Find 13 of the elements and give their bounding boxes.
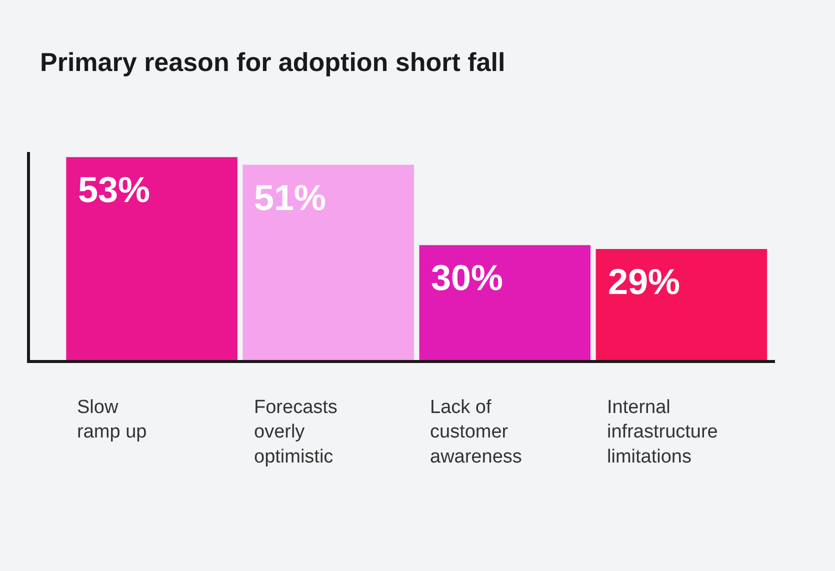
data-label: 53% — [78, 169, 150, 210]
chart-title: Primary reason for adoption short fall — [40, 47, 506, 78]
bar — [596, 248, 768, 360]
x-tick-label: Internal infrastructure limitations — [607, 397, 718, 468]
bar — [66, 157, 238, 360]
bar — [419, 245, 591, 360]
bar — [242, 164, 414, 360]
x-tick-label: Slow ramp up — [77, 397, 147, 443]
data-label: 51% — [254, 177, 326, 218]
x-tick-label: Forecasts overly optimistic — [254, 397, 338, 468]
data-label: 29% — [608, 261, 680, 302]
x-tick-label: Lack of customer awareness — [430, 397, 522, 468]
data-label: 30% — [431, 257, 504, 298]
